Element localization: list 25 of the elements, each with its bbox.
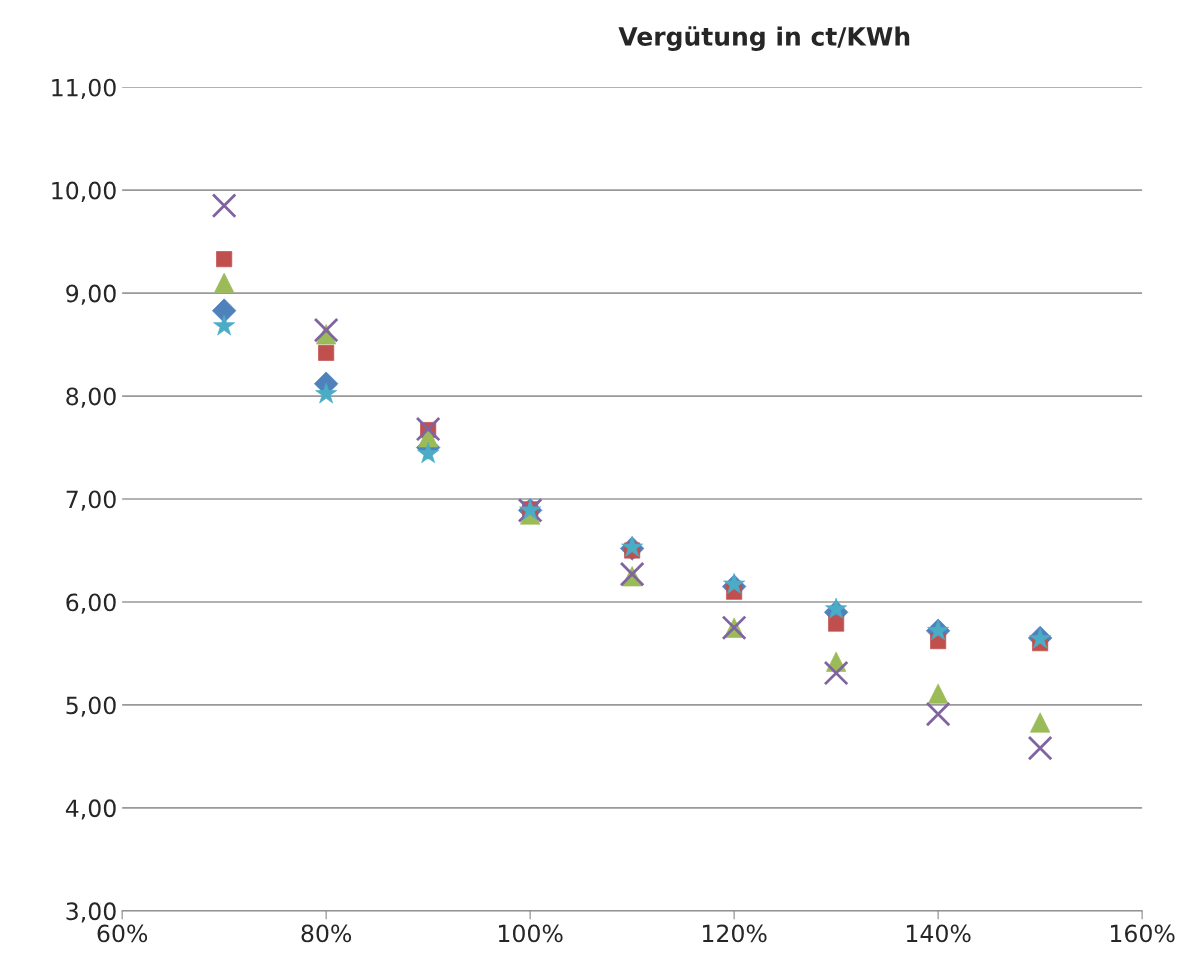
point xyxy=(823,660,849,686)
point xyxy=(925,701,951,727)
x-tick-label: 80% xyxy=(301,924,352,943)
x-tick-label: 120% xyxy=(702,924,767,943)
x-tick-label: 140% xyxy=(906,924,971,943)
y-tick-label: 5,00 xyxy=(66,696,116,717)
x-tick-label: 60% xyxy=(97,924,148,943)
x-tick-label: 100% xyxy=(498,924,563,943)
y-tick-label: 8,00 xyxy=(66,387,116,408)
point xyxy=(1027,735,1053,761)
y-tick-label: 11,00 xyxy=(52,78,116,99)
y-tick-label: 7,00 xyxy=(66,490,116,511)
y-tick-label: 10,00 xyxy=(52,181,116,202)
x-tick-label: 160% xyxy=(1110,924,1175,943)
point xyxy=(415,416,441,442)
point xyxy=(1030,712,1051,733)
point xyxy=(313,317,339,343)
y-tick-label: 4,00 xyxy=(65,799,116,820)
point xyxy=(211,193,237,219)
y-tick-label: 6,00 xyxy=(66,593,116,614)
y-tick-label: 9,00 xyxy=(66,284,116,305)
chart-title: Vergütung in ct/KWh xyxy=(618,26,910,51)
point xyxy=(619,561,645,587)
y-tick-label: 3,00 xyxy=(66,902,116,923)
point xyxy=(214,272,235,293)
